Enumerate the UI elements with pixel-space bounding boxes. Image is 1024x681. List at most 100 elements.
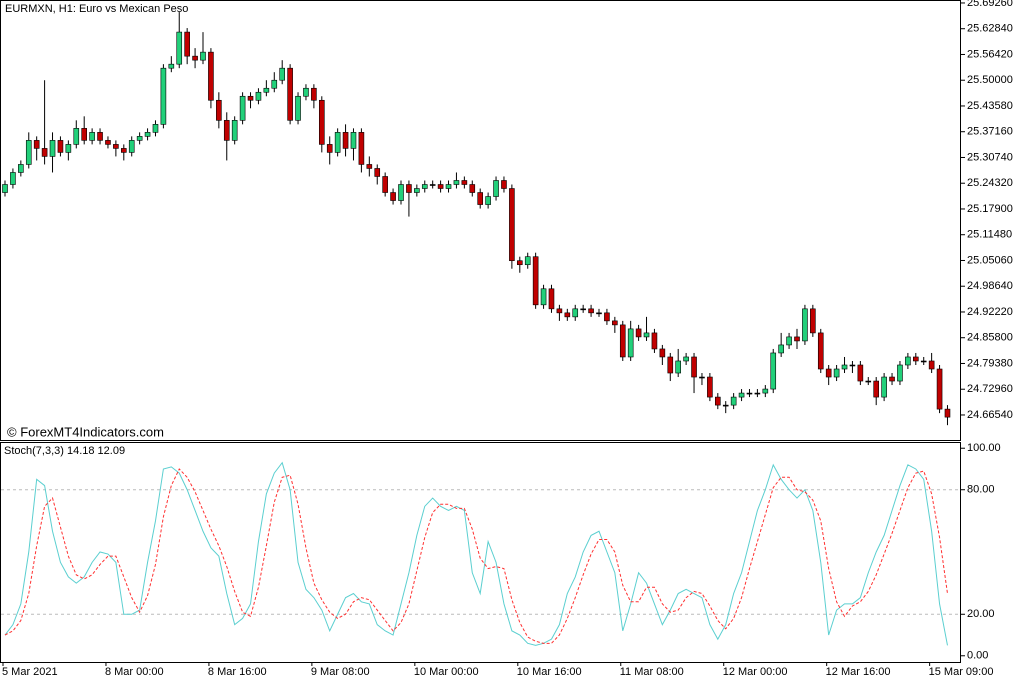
y-tick-label: 24.66540 (967, 409, 1013, 421)
candle-body (358, 132, 365, 165)
candle-body (501, 180, 507, 189)
candle-body (121, 148, 127, 153)
candle-body (192, 55, 198, 61)
stoch-line (4, 461, 948, 646)
candle-body (485, 196, 491, 205)
y-tick-label: 25.50000 (967, 74, 1013, 86)
x-tick-label: 8 Mar 00:00 (105, 666, 164, 678)
candle-body (920, 360, 927, 363)
candle-body (477, 192, 484, 205)
candle-body (532, 256, 539, 306)
y-tick-label: 25.05060 (967, 254, 1013, 266)
candle-body (627, 328, 634, 358)
candle-body (857, 364, 864, 382)
candle-body (802, 308, 808, 342)
candle-body (271, 79, 278, 89)
candle-body (160, 67, 167, 125)
candle-body (398, 184, 404, 201)
candle-body (25, 140, 32, 165)
candle-body (754, 392, 761, 395)
candle-body (89, 132, 95, 141)
candle-body (168, 63, 175, 69)
candle-body (817, 332, 824, 370)
candle-body (461, 180, 468, 185)
candle-body (421, 184, 428, 189)
stoch-line (4, 468, 948, 644)
candle-body (707, 376, 713, 398)
candle-body (596, 312, 602, 315)
y-tick-label: 24.79380 (967, 357, 1013, 369)
candle-body (18, 164, 24, 173)
candle-body (279, 67, 286, 81)
candle-body (57, 140, 64, 153)
candle-body (643, 332, 650, 338)
candle-body (778, 344, 784, 354)
candle-body (342, 132, 349, 149)
candle-body (714, 396, 721, 406)
stoch-pane (0, 442, 961, 663)
y-tick-label: 25.37160 (967, 126, 1013, 138)
candle-body (445, 184, 452, 189)
candle-body (762, 388, 769, 394)
x-tick-label: 10 Mar 16:00 (517, 666, 582, 678)
y-tick-label: 20.00 (967, 608, 995, 620)
candle-body (493, 180, 499, 197)
candle-body (516, 260, 523, 266)
candle-body (683, 356, 689, 362)
candle-body (414, 188, 420, 193)
candle-body (667, 356, 674, 374)
y-tick-label: 24.98640 (967, 280, 1013, 292)
candle-body (897, 364, 903, 382)
y-tick-label: 0.00 (967, 650, 988, 662)
candle-body (453, 180, 460, 185)
candle-body (33, 140, 40, 149)
y-tick-label: 25.69260 (967, 0, 1013, 9)
candle-body (659, 348, 666, 358)
candle-body (619, 324, 626, 358)
candle-body (136, 136, 143, 141)
candle-body (231, 120, 238, 141)
candle-body (255, 91, 262, 101)
candle-body (318, 99, 325, 145)
candle-body (889, 376, 895, 382)
y-tick-label: 24.92220 (967, 306, 1013, 318)
candle-body (406, 184, 412, 193)
candle-body (540, 288, 547, 306)
x-tick-label: 12 Mar 16:00 (826, 666, 891, 678)
candle-body (97, 132, 103, 141)
x-tick-label: 8 Mar 16:00 (208, 666, 267, 678)
candle-body (524, 256, 531, 266)
candle-body (263, 87, 270, 93)
candle-body (350, 132, 357, 149)
candle-body (429, 184, 436, 186)
candle-body (208, 51, 214, 101)
x-tick-label: 5 Mar 2021 (2, 666, 58, 678)
y-tick-label: 100.00 (967, 442, 1001, 454)
candle-body (770, 352, 777, 390)
candle-body (216, 99, 222, 121)
candle-body (675, 360, 682, 374)
candle-body (548, 288, 555, 310)
candle-body (580, 308, 586, 311)
candle-body (41, 148, 48, 157)
candle-body (152, 124, 159, 133)
candle-body (469, 184, 476, 193)
candle-body (612, 320, 618, 326)
candle-body (10, 172, 16, 185)
candle-body (738, 392, 745, 398)
x-tick-label: 12 Mar 00:00 (723, 666, 788, 678)
candle-body (936, 368, 943, 410)
candle-body (105, 140, 111, 145)
y-tick-label: 25.62840 (967, 23, 1013, 35)
candle-body (912, 356, 919, 362)
indicator-label: Stoch(7,3,3) 14.18 12.09 (4, 445, 125, 457)
y-tick-label: 80.00 (967, 484, 995, 496)
candle-body (113, 144, 119, 149)
x-tick-label: 15 Mar 09:00 (929, 666, 994, 678)
candle-body (556, 308, 563, 314)
candle-body (2, 184, 8, 193)
candle-body (746, 392, 753, 395)
candle-body (928, 360, 935, 370)
candle-body (374, 168, 381, 177)
